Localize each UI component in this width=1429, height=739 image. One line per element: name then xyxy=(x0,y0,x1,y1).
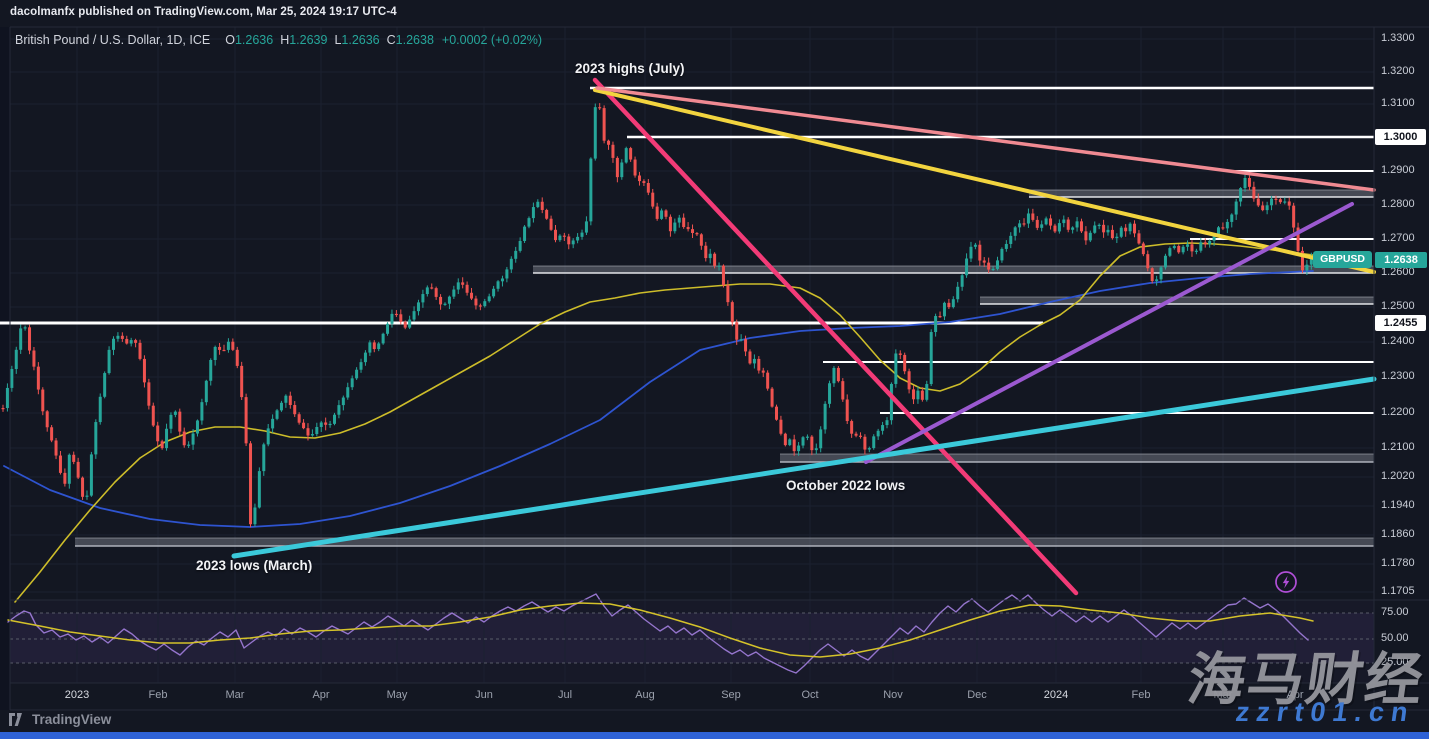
price-tick-label: 1.2300 xyxy=(1381,370,1415,382)
time-tick-label: 2023 xyxy=(64,689,90,701)
time-tick-label: Apr xyxy=(1286,689,1304,701)
price-tick-label: 1.2020 xyxy=(1381,470,1415,482)
low-label: L xyxy=(334,33,342,47)
tradingview-logo-text: TradingView xyxy=(32,712,112,727)
rsi-tick-label: 25.00 xyxy=(1381,656,1409,668)
time-tick-label: Aug xyxy=(635,689,655,701)
candles-layer xyxy=(1,103,1313,528)
time-tick-label: May xyxy=(386,689,408,701)
grid-layer xyxy=(10,27,1374,683)
price-tick-label: 1.2500 xyxy=(1381,300,1415,312)
rsi-tick-label: 50.00 xyxy=(1381,632,1409,644)
time-tick-label: Oct xyxy=(801,689,819,701)
time-tick-label: Feb xyxy=(1131,689,1151,701)
price-tick-label: 1.2700 xyxy=(1381,232,1415,244)
symbol-title: British Pound / U.S. Dollar, 1D, ICE xyxy=(15,33,211,47)
change-value: +0.0002 (+0.02%) xyxy=(441,33,542,47)
price-tick-label: 1.2200 xyxy=(1381,406,1415,418)
price-tick-label: 1.2900 xyxy=(1381,164,1415,176)
price-tick-label: 1.3100 xyxy=(1381,97,1415,109)
time-tick-label: 2024 xyxy=(1043,689,1069,701)
rsi-tick-label: 75.00 xyxy=(1381,606,1409,618)
moving-averages-layer xyxy=(3,242,1314,603)
chart-annotation: 2023 lows (March) xyxy=(196,558,313,573)
time-tick-label: Dec xyxy=(967,689,987,701)
time-tick-label: Jun xyxy=(475,689,493,701)
price-tick-label: 1.3300 xyxy=(1381,32,1415,44)
time-tick-label: Apr xyxy=(312,689,330,701)
price-tick-label: 1.2100 xyxy=(1381,441,1415,453)
high-value: 1.2639 xyxy=(289,33,328,47)
time-tick-label: Jul xyxy=(557,689,573,701)
chart-annotation: 2023 highs (July) xyxy=(575,61,685,76)
time-tick-label: Mar xyxy=(225,689,245,701)
price-tick-label: 1.1705 xyxy=(1381,585,1415,597)
time-axis[interactable]: 2023 Feb Mar Apr May Jun Jul Aug Sep Oct Nov Dec 202… xyxy=(0,684,1374,710)
chart-annotation: October 2022 lows xyxy=(786,478,906,493)
axis-price-box: 1.2455 xyxy=(1375,315,1426,331)
low-value: 1.2636 xyxy=(341,33,380,47)
current-price-label: 1.2638 xyxy=(1375,252,1427,268)
lightning-icon xyxy=(1275,571,1297,593)
price-tick-label: 1.1780 xyxy=(1381,557,1415,569)
close-label: C xyxy=(386,33,396,47)
rsi-layer xyxy=(7,593,1374,674)
close-value: 1.2638 xyxy=(395,33,434,47)
open-value: 1.2636 xyxy=(234,33,274,47)
bottom-accent-bar xyxy=(0,732,1429,739)
price-axis[interactable]: 1.3300 1.3200 1.3100 1.2900 1.2800 1.2700 1.26… xyxy=(1374,27,1429,710)
price-tick-label: 1.2600 xyxy=(1381,266,1415,278)
trendlines-layer xyxy=(231,77,1377,596)
price-tick-label: 1.2800 xyxy=(1381,198,1415,210)
symbol-price-flag: GBPUSD xyxy=(1313,251,1372,268)
frame-layer xyxy=(9,26,1429,711)
time-tick-label: Nov xyxy=(883,689,903,701)
axis-price-box: 1.3000 xyxy=(1375,129,1426,145)
price-tick-label: 1.3200 xyxy=(1381,65,1415,77)
zones-layer xyxy=(75,189,1374,547)
watermark-url: zzrt01.cn xyxy=(1234,697,1418,727)
price-tick-label: 1.2400 xyxy=(1381,335,1415,347)
time-tick-label: Feb xyxy=(148,689,168,701)
price-tick-label: 1.1860 xyxy=(1381,528,1415,540)
price-tick-label: 1.1940 xyxy=(1381,499,1415,511)
publisher-line: dacolmanfx published on TradingView.com,… xyxy=(10,6,397,18)
tradingview-logo[interactable]: TradingView xyxy=(9,712,111,727)
boost-lightning-button[interactable] xyxy=(1273,569,1299,595)
time-tick-label: Mar xyxy=(1213,689,1233,701)
high-label: H xyxy=(280,33,290,47)
time-tick-label: Sep xyxy=(721,689,741,701)
chart-legend[interactable]: British Pound / U.S. Dollar, 1D, ICE O1.2… xyxy=(15,33,542,47)
tradingview-logo-icon xyxy=(9,713,22,726)
open-label: O xyxy=(225,33,235,47)
